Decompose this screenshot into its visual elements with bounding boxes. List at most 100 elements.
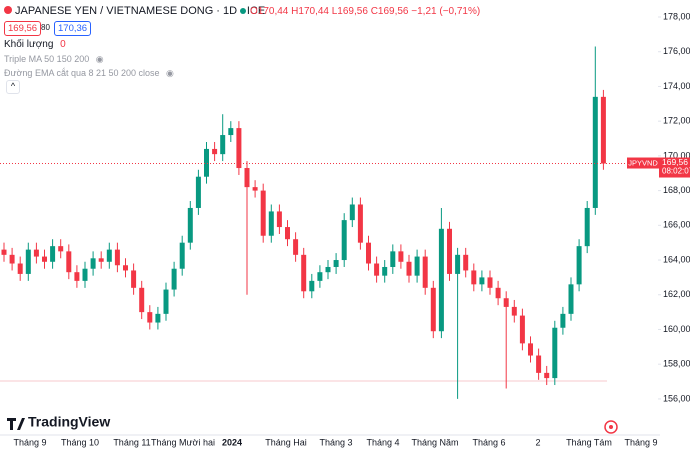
candle-body (98, 258, 104, 262)
collapse-button[interactable]: ^ (6, 80, 20, 94)
candle (293, 232, 299, 262)
candle-body (244, 168, 250, 188)
candle-body (511, 306, 517, 316)
candle (9, 247, 15, 271)
candle (204, 141, 209, 184)
candle (398, 244, 404, 269)
candle-body (406, 261, 412, 276)
volume-label: Khối lượng (4, 39, 54, 50)
candle-body (341, 220, 347, 261)
candle-body (82, 268, 88, 281)
candle-body (479, 277, 485, 285)
candle (495, 280, 501, 306)
candle-body (114, 249, 120, 266)
candle-body (398, 251, 404, 262)
candle-body (25, 249, 31, 274)
candle (220, 114, 226, 162)
ohlc: O170,44 H170,44 L169,56 C169,56 −1,21 (−… (240, 6, 480, 17)
x-tick-label: Tháng Năm (411, 437, 458, 447)
candle (114, 242, 120, 273)
candle-body (1, 249, 7, 255)
candle-body (592, 96, 598, 208)
logo: TradingView (7, 414, 110, 430)
candle-body (204, 148, 209, 177)
candle (479, 270, 485, 292)
candle (212, 141, 218, 162)
x-tick-label: Tháng 3 (319, 437, 352, 447)
candle-body (147, 312, 153, 323)
candle (422, 249, 428, 295)
candle (536, 348, 542, 380)
candle (50, 239, 56, 269)
candle-body (366, 242, 371, 264)
candle (528, 336, 533, 363)
y-tick-label: 172,00 (663, 116, 690, 126)
candle (66, 244, 72, 280)
candle (366, 235, 371, 271)
x-tick-label: Tháng 4 (366, 437, 399, 447)
candle (82, 261, 88, 288)
x-tick-label: Tháng 6 (472, 437, 505, 447)
candle-body (382, 266, 388, 276)
candle (187, 201, 193, 250)
candle (195, 169, 201, 215)
indicator[interactable]: Đường EMA cắt qua 8 21 50 200 close ◉ (4, 68, 174, 78)
sell-button[interactable]: 169,56 (4, 21, 42, 36)
candle-body (155, 313, 161, 323)
candle-body (309, 280, 315, 292)
l: L169,56 (331, 6, 368, 17)
candle (155, 306, 161, 330)
candle (74, 265, 80, 288)
candle-body (220, 135, 226, 155)
candle (390, 244, 396, 274)
candle (592, 46, 598, 215)
candle (560, 306, 566, 335)
candle (301, 247, 307, 299)
volume-value: 0 (60, 39, 66, 50)
indicator-text: Đường EMA cắt qua 8 21 50 200 close (4, 68, 160, 78)
x-tick-label: 2024 (222, 437, 242, 447)
symbol-tag: JPYVND (628, 159, 658, 168)
candle-body (42, 256, 47, 262)
candle (349, 197, 355, 228)
candle-body (552, 327, 558, 379)
indicator[interactable]: Triple MA 50 150 200 ◉ (4, 54, 104, 64)
goto-button[interactable] (604, 420, 618, 434)
buy-button[interactable]: 170,36 (54, 21, 92, 36)
candle-body (584, 207, 590, 247)
candle-body (131, 270, 137, 288)
logo-mark (7, 418, 25, 430)
candle-body (357, 204, 363, 243)
candle (106, 242, 112, 269)
candle-body (171, 268, 177, 290)
candle-body (438, 228, 444, 332)
countdown: 08:02:07 (662, 167, 690, 176)
candle (487, 270, 493, 295)
y-tick-label: 158,00 (663, 359, 690, 369)
candle (341, 213, 347, 267)
spread: 80 (41, 23, 50, 32)
y-tick-label: 156,00 (663, 393, 690, 403)
candle-body (325, 266, 331, 273)
y-tick-label: 162,00 (663, 289, 690, 299)
candle (374, 256, 380, 283)
candle-body (536, 355, 542, 373)
candle-body (301, 254, 307, 292)
candle-body (390, 251, 396, 267)
o: O170,44 (250, 6, 289, 17)
candle (58, 239, 64, 259)
candle-body (268, 211, 274, 236)
y-tick-label: 164,00 (663, 254, 690, 264)
candle (333, 253, 339, 274)
candle-body (495, 287, 501, 299)
candle-body (528, 343, 533, 356)
candle (42, 249, 47, 269)
candle (98, 251, 104, 269)
candle (25, 242, 31, 281)
c: C169,56 (370, 6, 409, 17)
candle (17, 256, 23, 281)
candle (309, 273, 315, 299)
candle-body (260, 190, 266, 236)
candle-body (293, 239, 299, 255)
